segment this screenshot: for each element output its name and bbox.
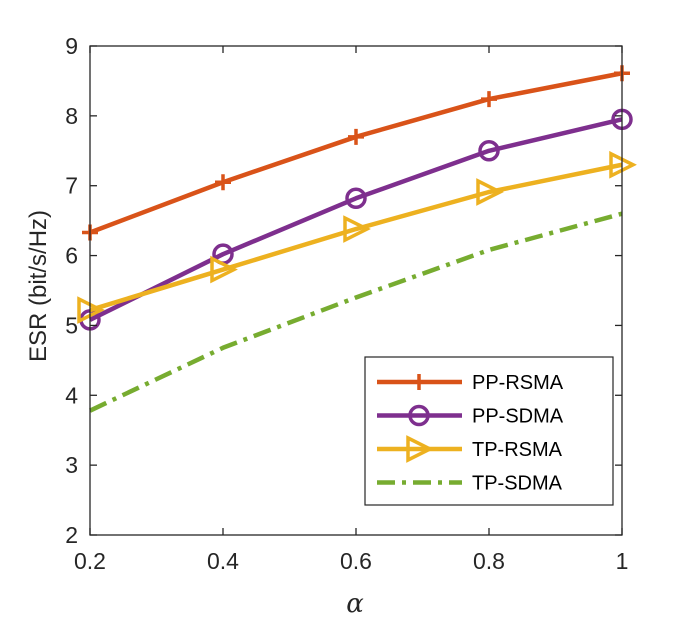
y-tick-label: 6	[65, 243, 78, 269]
x-tick-label: 0.6	[340, 548, 372, 574]
y-tick-label: 4	[65, 382, 78, 408]
x-tick-label: 1	[616, 548, 629, 574]
x-axis-label: α	[346, 589, 364, 619]
y-tick-label: 2	[65, 522, 78, 548]
y-axis-label: ESR (bit/s/Hz)	[25, 210, 52, 362]
data-point-pp-sdma-3	[478, 140, 500, 162]
series-line-tp-rsma	[89, 162, 623, 313]
legend-marker-tp-rsma	[406, 435, 434, 463]
x-tick-label: 0.4	[207, 548, 239, 574]
data-point-pp-rsma-3	[481, 91, 497, 108]
legend-label-pp-sdma: PP-SDMA	[472, 406, 564, 428]
y-tick-label: 5	[65, 312, 78, 338]
legend-label-tp-sdma: TP-SDMA	[472, 473, 563, 495]
data-point-tp-rsma-2	[343, 215, 371, 243]
series-line-pp-sdma	[89, 117, 623, 322]
series-line-tp-sdma	[89, 211, 623, 413]
legend-box	[364, 356, 614, 506]
data-point-pp-sdma-2	[345, 187, 367, 210]
data-point-pp-rsma-1	[215, 174, 231, 191]
x-tick-label: 0.8	[473, 548, 505, 574]
legend-marker-pp-rsma	[411, 374, 427, 390]
data-point-tp-rsma-3	[476, 178, 504, 206]
legend: PP-RSMA PP-SDMA TP-RSMA TP-SDMA	[364, 356, 614, 506]
y-tick-label: 9	[65, 33, 78, 59]
y-tick-label: 3	[65, 452, 78, 478]
legend-label-pp-rsma: PP-RSMA	[472, 372, 564, 394]
legend-marker-pp-sdma	[408, 404, 430, 427]
tick-labels: 0.2 0.4 0.6 0.8 1 2 3 4 5 6 7 8 9	[65, 33, 628, 574]
axes	[89, 45, 623, 536]
x-tick-label: 0.2	[74, 548, 106, 574]
series-lines	[77, 65, 637, 413]
y-tick-label: 8	[65, 103, 78, 129]
data-point-tp-rsma-1	[210, 255, 238, 284]
data-point-pp-rsma-2	[348, 128, 364, 145]
y-tick-label: 7	[65, 173, 78, 199]
legend-label-tp-rsma: TP-RSMA	[472, 439, 563, 461]
